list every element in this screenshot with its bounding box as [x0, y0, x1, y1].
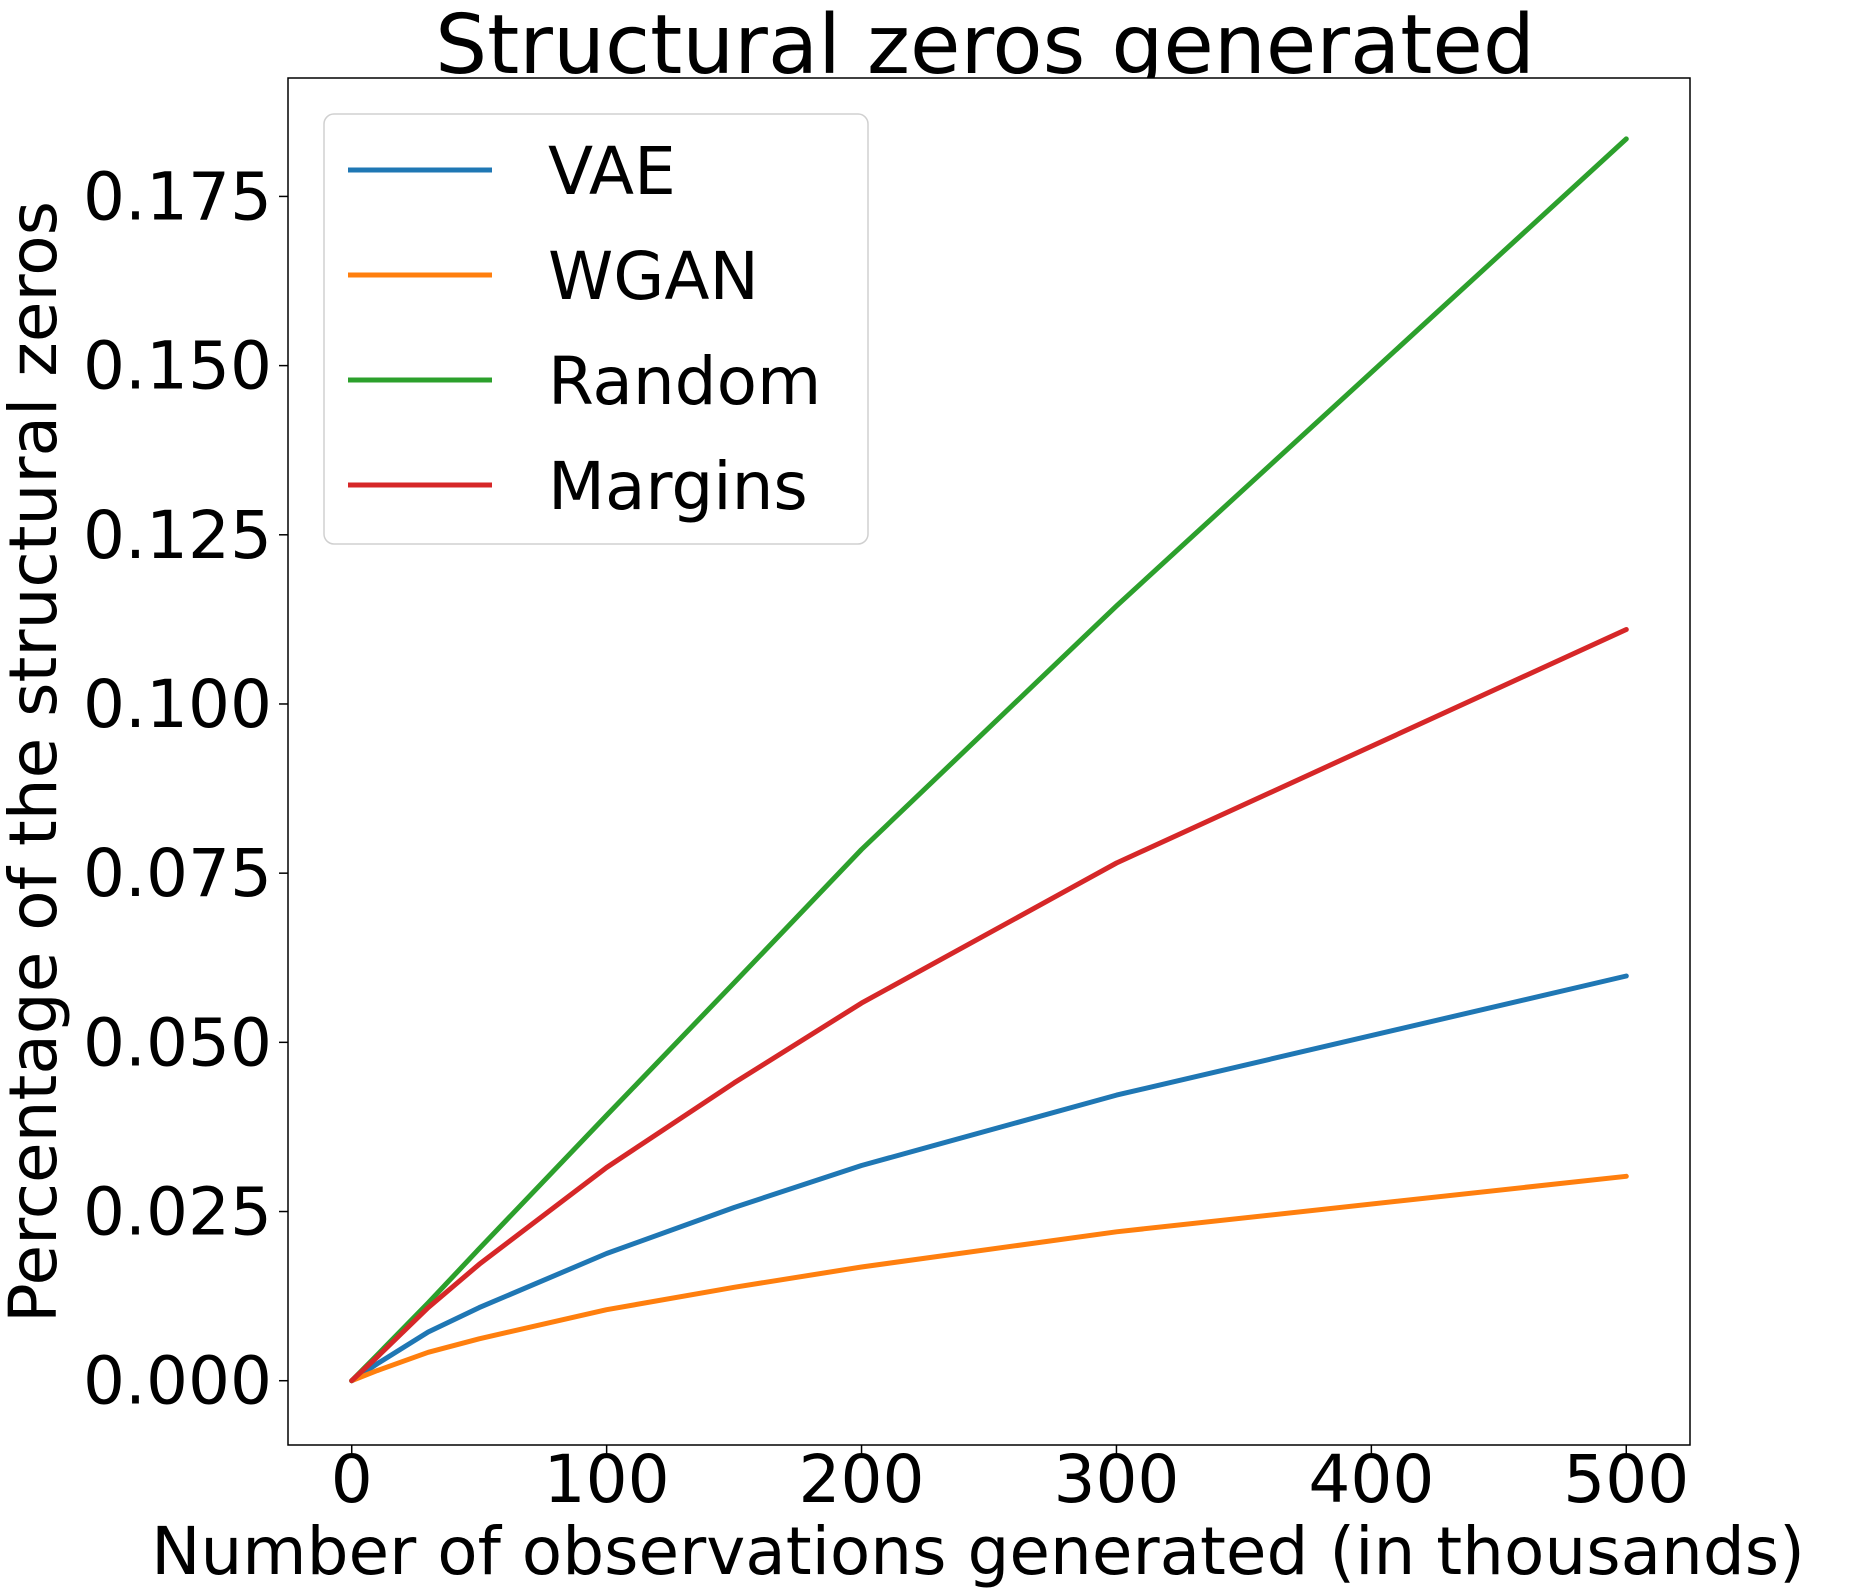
y-tick-label: 0.125 [83, 497, 272, 574]
series-line-vae [349, 973, 1629, 1384]
x-axis: 0 100 200 300 400 500 [331, 1441, 1690, 1518]
series-line-margins [349, 627, 1629, 1384]
x-axis-label: Number of observations generated (in tho… [151, 1513, 1805, 1588]
legend-label-vae: VAE [548, 133, 676, 210]
y-tick-label: 0.150 [83, 328, 272, 405]
x-tick-label: 0 [331, 1441, 373, 1518]
x-tick-label: 400 [1308, 1441, 1434, 1518]
y-tick-label: 0.100 [83, 666, 272, 743]
x-tick-label: 100 [544, 1441, 670, 1518]
legend-label-random: Random [548, 343, 821, 420]
y-tick-label: 0.175 [83, 158, 272, 235]
y-tick-label: 0.025 [83, 1174, 272, 1251]
y-tick-label: 0.000 [83, 1343, 272, 1420]
y-tick-label: 0.050 [83, 1004, 272, 1081]
x-tick-label: 200 [799, 1441, 925, 1518]
legend: VAE WGAN Random Margins [323, 113, 869, 545]
series-lines [349, 136, 1629, 1384]
x-tick-label: 500 [1563, 1441, 1689, 1518]
legend-label-margins: Margins [548, 448, 808, 525]
x-tick-label: 300 [1053, 1441, 1179, 1518]
series-line-wgan [349, 1173, 1629, 1384]
y-tick-label: 0.075 [83, 835, 272, 912]
legend-box [323, 113, 869, 545]
legend-label-wgan: WGAN [548, 238, 759, 315]
y-axis: 0.000 0.025 0.050 0.075 0.100 0.125 0.150 0.175 [83, 158, 288, 1420]
y-axis-label: Percentage of the structural zeros [0, 201, 72, 1323]
